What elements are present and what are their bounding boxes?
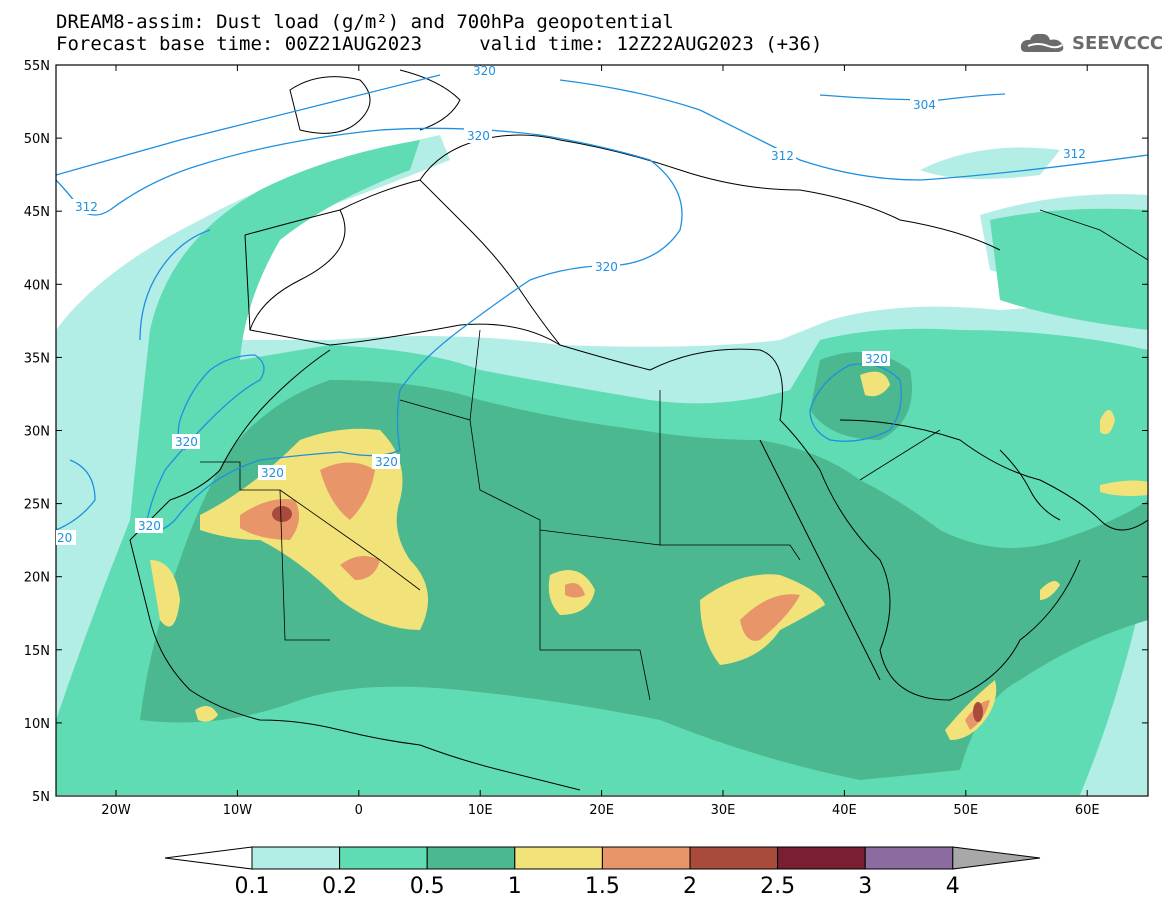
colorbar-label: 2.5 [760, 874, 795, 899]
contour-label: 320 [862, 351, 890, 366]
lon-label: 20W [101, 803, 131, 818]
colorbar: 0.1 0.2 0.5 1 1.5 2 2.5 3 4 [164, 846, 1041, 899]
colorbar-swatch [514, 846, 603, 870]
svg-text:312: 312 [75, 200, 98, 214]
logo-text: SEEVCCC [1072, 32, 1164, 54]
lon-label: 60E [1075, 803, 1100, 818]
lat-label: 20N [24, 571, 50, 586]
contour-label: 312 [72, 199, 100, 214]
lat-label: 55N [24, 59, 50, 74]
svg-text:304: 304 [913, 98, 936, 112]
contour-label: 304 [910, 97, 938, 112]
lon-label: 20E [589, 803, 614, 818]
lat-label: 10N [24, 717, 50, 732]
contour-label: 320 [172, 434, 200, 449]
lat-label: 40N [24, 278, 50, 293]
lat-label: 5N [32, 790, 50, 805]
colorbar-arrow-low [164, 846, 253, 870]
colorbar-label: 2 [683, 874, 697, 899]
contour-label: 320 [135, 518, 163, 533]
cloud-icon [1020, 33, 1064, 52]
lat-label: 45N [24, 205, 50, 220]
lon-label: 0 [355, 803, 363, 818]
colorbar-swatch [426, 846, 516, 870]
colorbar-swatch [864, 846, 954, 870]
colorbar-swatch [251, 846, 341, 870]
dust-band-veryhigh [240, 462, 990, 730]
colorbar-swatch [689, 846, 779, 870]
lat-label: 25N [24, 498, 50, 513]
lat-label: 50N [24, 132, 50, 147]
lon-label: 10E [468, 803, 493, 818]
svg-text:320: 320 [473, 64, 496, 78]
svg-text:320: 320 [595, 260, 618, 274]
contour-label-layer: 312 304 320 312 312 320 320 320 320 320 … [56, 64, 1088, 545]
svg-text:320: 320 [375, 455, 398, 469]
dust-band-extreme [272, 506, 983, 722]
colorbar-arrow-high [952, 846, 1041, 870]
map-frame-content [56, 65, 1148, 796]
svg-text:20: 20 [57, 531, 72, 545]
colorbar-label: 3 [858, 874, 872, 899]
latitude-labels: 55N 50N 45N 40N 35N 30N 25N 20N 15N 10N 5N [24, 59, 50, 805]
contour-label: 320 [470, 64, 498, 78]
seevccc-logo: SEEVCCC [1018, 30, 1163, 56]
colorbar-label: 0.2 [322, 874, 357, 899]
svg-text:320: 320 [138, 519, 161, 533]
lon-label: 30E [711, 803, 736, 818]
contour-label: 312 [768, 148, 796, 163]
contour-label: 320 [592, 259, 620, 274]
svg-text:320: 320 [175, 435, 198, 449]
lat-label: 30N [24, 425, 50, 440]
colorbar-swatch [339, 846, 428, 870]
svg-text:320: 320 [865, 352, 888, 366]
svg-text:312: 312 [771, 149, 794, 163]
country-borders [200, 209, 1148, 701]
colorbar-label: 4 [946, 874, 960, 899]
contour-label: 320 [372, 454, 400, 469]
colorbar-label: 0.1 [235, 874, 270, 899]
map-title-line1: DREAM8-assim: Dust load (g/m²) and 700hP… [56, 11, 674, 33]
colorbar-label: 1.5 [585, 874, 620, 899]
svg-text:312: 312 [1063, 147, 1086, 161]
lon-label: 10W [223, 803, 253, 818]
contour-label: 320 [258, 465, 286, 480]
colorbar-swatch [601, 846, 691, 870]
lon-label: 40E [832, 803, 857, 818]
svg-text:320: 320 [261, 466, 284, 480]
lat-label: 35N [24, 351, 50, 366]
colorbar-label: 1 [508, 874, 522, 899]
svg-text:320: 320 [467, 129, 490, 143]
map-title-line2: Forecast base time: 00Z21AUG2023 valid t… [56, 33, 823, 55]
map-border [55, 64, 1149, 797]
contour-label: 20 [56, 530, 76, 545]
geopotential-contours [56, 74, 1148, 532]
colorbar-swatch [777, 846, 866, 870]
contour-label: 320 [464, 128, 492, 143]
lon-label: 50E [953, 803, 978, 818]
longitude-labels: 20W 10W 0 10E 20E 30E 40E 50E 60E [101, 803, 1099, 818]
lat-label: 15N [24, 644, 50, 659]
colorbar-label: 0.5 [410, 874, 445, 899]
contour-label: 312 [1060, 146, 1088, 161]
